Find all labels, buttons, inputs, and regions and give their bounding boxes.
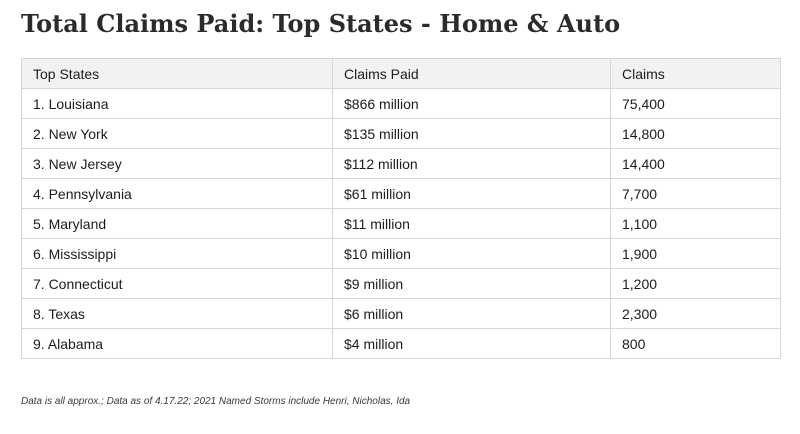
claims-paid-cell: $61 million <box>332 178 611 209</box>
table-row: 9. Alabama $4 million 800 <box>21 328 781 359</box>
column-header-claims-paid: Claims Paid <box>332 58 611 89</box>
state-cell: 2. New York <box>21 118 333 149</box>
table-row: 5. Maryland $11 million 1,100 <box>21 208 781 239</box>
state-cell: 1. Louisiana <box>21 88 333 119</box>
claims-count-cell: 7,700 <box>610 178 781 209</box>
claims-paid-cell: $866 million <box>332 88 611 119</box>
claims-count-cell: 800 <box>610 328 781 359</box>
claims-count-cell: 1,900 <box>610 238 781 269</box>
claims-paid-cell: $135 million <box>332 118 611 149</box>
state-cell: 9. Alabama <box>21 328 333 359</box>
claims-paid-cell: $10 million <box>332 238 611 269</box>
state-cell: 6. Mississippi <box>21 238 333 269</box>
table-row: 4. Pennsylvania $61 million 7,700 <box>21 178 781 209</box>
table-row: 6. Mississippi $10 million 1,900 <box>21 238 781 269</box>
claims-paid-cell: $4 million <box>332 328 611 359</box>
claims-count-cell: 14,400 <box>610 148 781 179</box>
table-row: 7. Connecticut $9 million 1,200 <box>21 268 781 299</box>
table-row: 3. New Jersey $112 million 14,400 <box>21 148 781 179</box>
claims-count-cell: 75,400 <box>610 88 781 119</box>
claims-paid-cell: $6 million <box>332 298 611 329</box>
data-footnote: Data is all approx.; Data as of 4.17.22;… <box>21 396 411 407</box>
state-cell: 5. Maryland <box>21 208 333 239</box>
table-header: Top States Claims Paid Claims <box>21 58 781 89</box>
state-cell: 3. New Jersey <box>21 148 333 179</box>
state-cell: 8. Texas <box>21 298 333 329</box>
table-row: 2. New York $135 million 14,800 <box>21 118 781 149</box>
table-row: 1. Louisiana $866 million 75,400 <box>21 88 781 119</box>
claims-count-cell: 14,800 <box>610 118 781 149</box>
column-header-claims: Claims <box>610 58 781 89</box>
column-header-top-states: Top States <box>21 58 333 89</box>
claims-count-cell: 1,200 <box>610 268 781 299</box>
claims-count-cell: 1,100 <box>610 208 781 239</box>
claims-table: Top States Claims Paid Claims 1. Louisia… <box>21 58 781 359</box>
table-row: 8. Texas $6 million 2,300 <box>21 298 781 329</box>
claims-paid-cell: $11 million <box>332 208 611 239</box>
state-cell: 4. Pennsylvania <box>21 178 333 209</box>
table-header-row: Top States Claims Paid Claims <box>21 58 781 89</box>
claims-count-cell: 2,300 <box>610 298 781 329</box>
page-title: Total Claims Paid: Top States - Home & A… <box>21 9 621 38</box>
table-body: 1. Louisiana $866 million 75,400 2. New … <box>21 88 781 359</box>
claims-paid-cell: $112 million <box>332 148 611 179</box>
state-cell: 7. Connecticut <box>21 268 333 299</box>
claims-paid-cell: $9 million <box>332 268 611 299</box>
claims-table-container: Top States Claims Paid Claims 1. Louisia… <box>21 58 781 359</box>
